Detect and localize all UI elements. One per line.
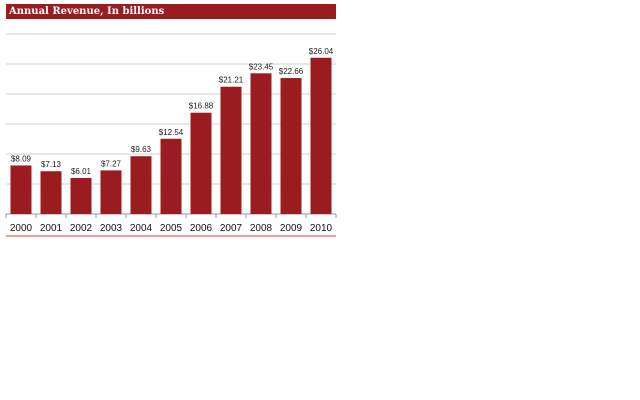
data-label: $8.09 xyxy=(11,154,32,163)
x-tick-label: 2002 xyxy=(70,223,93,234)
data-label: $16.88 xyxy=(189,102,214,111)
bar xyxy=(220,86,242,214)
x-tick-label: 2008 xyxy=(250,223,273,234)
bar xyxy=(40,171,62,214)
chart-title: Annual Revenue, In billions xyxy=(6,4,336,19)
data-label: $7.13 xyxy=(41,160,62,169)
data-label: $6.01 xyxy=(71,167,92,176)
data-label: $23.45 xyxy=(249,62,274,71)
x-tick-label: 2000 xyxy=(10,223,33,234)
bar xyxy=(160,138,182,214)
bar xyxy=(100,170,122,214)
x-tick-label: 2010 xyxy=(310,223,333,234)
bar xyxy=(130,156,152,214)
x-tick-label: 2009 xyxy=(280,223,303,234)
bar xyxy=(10,165,32,214)
data-label: $26.04 xyxy=(309,47,334,56)
bar xyxy=(280,78,302,214)
data-label: $7.27 xyxy=(101,159,122,168)
data-label: $9.63 xyxy=(131,145,152,154)
bar xyxy=(190,112,212,214)
bar xyxy=(250,73,272,214)
data-label: $22.66 xyxy=(279,67,304,76)
data-label: $12.54 xyxy=(159,128,184,137)
x-tick-label: 2007 xyxy=(220,223,243,234)
x-tick-label: 2003 xyxy=(100,223,123,234)
bar xyxy=(310,57,332,215)
bar xyxy=(70,177,92,214)
x-tick-label: 2004 xyxy=(130,223,153,234)
x-tick-label: 2001 xyxy=(40,223,63,234)
x-tick-label: 2005 xyxy=(160,223,183,234)
x-tick-label: 2006 xyxy=(190,223,213,234)
data-label: $21.21 xyxy=(219,76,244,85)
